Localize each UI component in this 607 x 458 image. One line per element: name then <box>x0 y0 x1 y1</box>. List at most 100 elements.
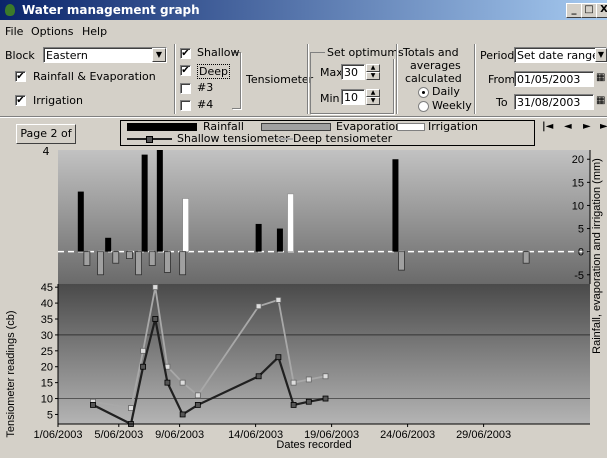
shallow-tensiometer-point <box>152 316 159 322</box>
shallow-tensiometer-point <box>255 373 262 380</box>
left-tick-label: 20 <box>41 362 53 374</box>
rainfall-evap-checkbox[interactable]: ✔ <box>15 71 26 82</box>
x-tick-label: 5/06/2003 <box>94 429 143 441</box>
to-calendar-icon[interactable]: ▦ <box>596 95 606 106</box>
totals-title-1: Totals and <box>403 46 459 59</box>
irrigation-bar <box>287 193 294 252</box>
title-bar: Water management graph _ □ X <box>0 0 607 20</box>
legend-shallow: Shallow tensiometer <box>177 132 290 145</box>
app-icon <box>5 4 15 16</box>
first-page-icon[interactable]: |◄ <box>542 121 554 132</box>
daily-label: Daily <box>432 85 460 98</box>
daily-radio[interactable] <box>418 87 429 98</box>
x-tick-label: 29/06/2003 <box>456 429 511 441</box>
shallow-tensiometer-point <box>90 402 96 408</box>
sensor-3-label: #3 <box>197 81 214 94</box>
menu-options[interactable]: Options <box>31 25 74 38</box>
max-spinner[interactable]: ▲ ▼ <box>366 64 380 81</box>
max-input[interactable]: 30 <box>341 64 365 80</box>
x-tick-label: 24/06/2003 <box>380 429 435 441</box>
legend: Rainfall Evaporation Irrigation Shallow … <box>120 120 535 146</box>
evaporation-bar <box>97 251 104 276</box>
menu-bar: File Options Help <box>0 22 607 40</box>
sensor-3-checkbox[interactable] <box>180 83 191 94</box>
from-calendar-icon[interactable]: ▦ <box>596 72 606 83</box>
x-tick-label: 1/06/2003 <box>34 429 83 441</box>
optimums-title: Set optimums <box>325 46 406 59</box>
x-axis-label: Dates recorded <box>276 439 351 451</box>
deep-tensiometer-point <box>194 392 201 399</box>
shallow-tensiometer-point <box>305 398 312 405</box>
deep-tensiometer-point <box>140 347 147 354</box>
menu-file[interactable]: File <box>5 25 24 38</box>
window-title: Water management graph <box>22 3 200 17</box>
legend-marker-shallow <box>146 136 153 143</box>
shallow-tensiometer-point <box>322 395 329 402</box>
sensor-4-checkbox[interactable] <box>180 100 191 111</box>
page-indicator-button[interactable]: Page 2 of 4 <box>16 124 76 158</box>
evaporation-bar <box>522 251 530 264</box>
block-select[interactable]: Eastern <box>43 47 167 63</box>
evaporation-bar <box>135 251 142 276</box>
to-label: To <box>496 96 508 109</box>
period-select[interactable]: Set date range <box>514 47 607 63</box>
legend-irrigation: Irrigation <box>428 120 478 133</box>
legend-swatch-irrigation <box>397 123 425 131</box>
last-page-icon[interactable]: ►| <box>600 121 607 132</box>
shallow-tensiometer-point <box>140 363 147 370</box>
shallow-tensiometer-point <box>194 402 201 408</box>
rainfall-bar <box>392 159 399 252</box>
minimize-button[interactable]: _ <box>566 3 582 18</box>
right-axis-label: Rainfall, evaporation and irrigation (mm… <box>591 158 603 354</box>
menu-help[interactable]: Help <box>82 25 108 38</box>
min-input[interactable]: 10 <box>341 89 365 105</box>
deep-tensiometer-point <box>179 379 186 386</box>
period-dropdown-arrow-icon[interactable]: ▼ <box>595 48 607 62</box>
legend-swatch-evaporation <box>261 123 331 131</box>
deep-tensiometer-point <box>275 297 282 303</box>
left-axis-label: Tensiometer readings (cb) <box>5 310 17 437</box>
totals-title-2: averages <box>410 59 461 72</box>
sensor-4-label: #4 <box>197 98 214 111</box>
left-tick-label: 5 <box>47 409 53 421</box>
left-tick-label: 40 <box>41 298 53 310</box>
shallow-checkbox[interactable]: ✔ <box>180 48 191 59</box>
left-tick-label: 30 <box>41 330 53 342</box>
shallow-tensiometer-point <box>275 354 282 361</box>
block-dropdown-arrow-icon[interactable]: ▼ <box>152 48 166 62</box>
left-tick-label: 35 <box>41 314 53 326</box>
next-page-icon[interactable]: ► <box>583 121 591 132</box>
evaporation-bar <box>179 251 187 276</box>
left-tick-label: 45 <box>41 282 53 294</box>
rainfall-bar <box>276 228 283 252</box>
legend-deep: Deep tensiometer <box>293 132 393 145</box>
block-label: Block <box>5 49 35 62</box>
period-label: Period <box>480 49 515 62</box>
min-spinner[interactable]: ▲ ▼ <box>366 89 380 106</box>
weekly-label: Weekly <box>432 99 472 112</box>
deep-tensiometer-point <box>322 373 329 380</box>
left-tick-label: 25 <box>41 346 53 358</box>
irrigation-label: Irrigation <box>33 94 83 107</box>
bottom-plot-bg <box>58 284 590 424</box>
shallow-tensiometer-point <box>164 379 171 386</box>
from-label: From <box>488 73 516 86</box>
max-label: Max <box>320 66 343 79</box>
legend-swatch-rainfall <box>127 123 197 131</box>
separator <box>474 44 475 114</box>
prev-page-icon[interactable]: ◄ <box>564 121 572 132</box>
irrigation-checkbox[interactable]: ✔ <box>15 95 26 106</box>
left-tick-label: 15 <box>41 378 53 390</box>
deep-tensiometer-point <box>128 405 134 411</box>
deep-checkbox[interactable]: ✔ <box>180 65 191 76</box>
weekly-radio[interactable] <box>418 101 429 112</box>
legend-evaporation: Evaporation <box>336 120 403 133</box>
rainfall-bar <box>77 191 84 252</box>
maximize-button[interactable]: □ <box>581 3 597 18</box>
right-tick-label: 10 <box>572 200 584 212</box>
x-tick-label: 19/06/2003 <box>304 429 359 441</box>
tensiometer-label: Tensiometer <box>246 73 314 86</box>
from-date-input[interactable]: 01/05/2003 <box>514 71 594 87</box>
close-button[interactable]: X <box>596 3 607 18</box>
to-date-input[interactable]: 31/08/2003 <box>514 94 594 110</box>
